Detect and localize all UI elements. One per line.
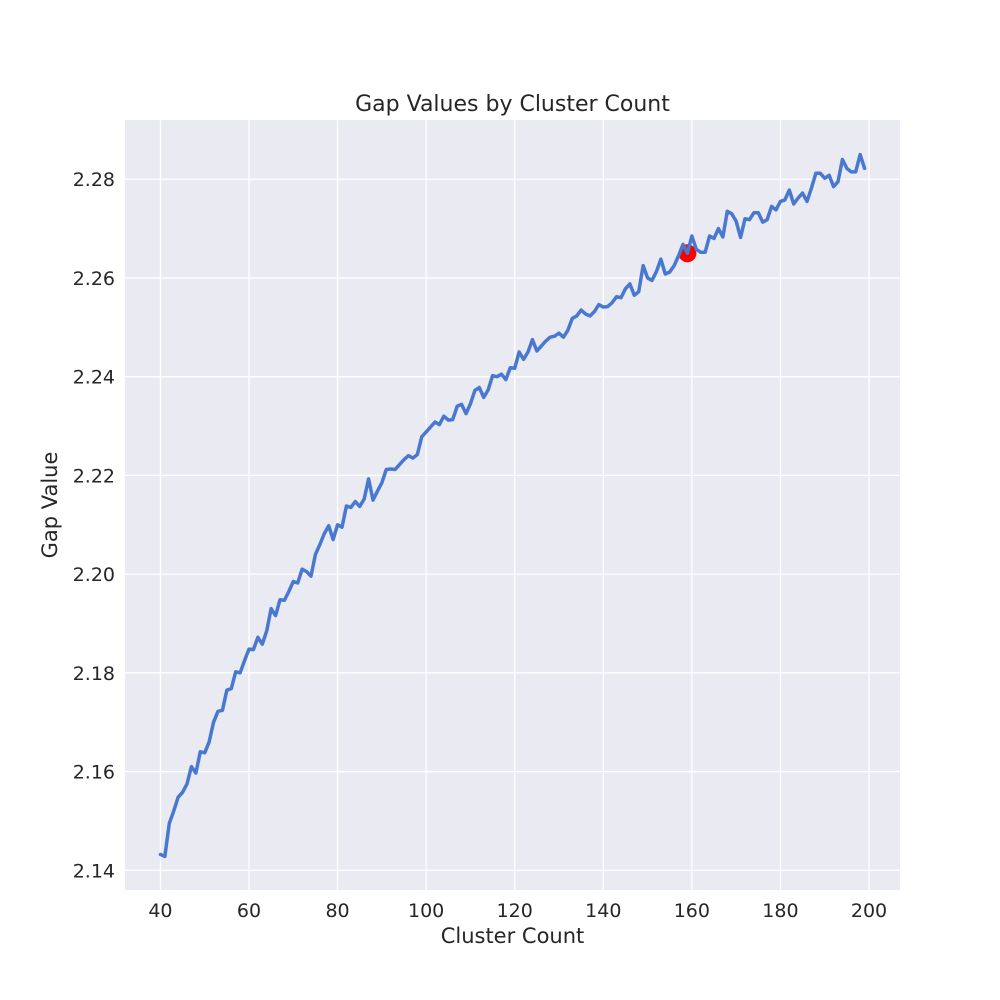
y-tick-label: 2.28 — [73, 169, 115, 191]
y-tick-label: 2.26 — [73, 268, 115, 290]
y-tick-label: 2.20 — [73, 564, 115, 586]
y-tick-label: 2.14 — [73, 860, 115, 882]
series-line — [158, 152, 867, 859]
chart-title: Gap Values by Cluster Count — [355, 92, 670, 117]
x-axis-label: Cluster Count — [441, 924, 585, 948]
x-tick-label: 120 — [497, 900, 533, 922]
x-tick-label: 100 — [408, 900, 444, 922]
plot-area — [125, 120, 900, 890]
y-axis-label: Gap Value — [38, 452, 62, 559]
x-tick-label: 80 — [325, 900, 349, 922]
gridlines — [125, 120, 900, 890]
x-tick-label: 140 — [585, 900, 621, 922]
y-tick-label: 2.18 — [73, 663, 115, 685]
x-tick-label: 160 — [674, 900, 710, 922]
series-layer — [158, 152, 867, 859]
y-tick-label: 2.16 — [73, 762, 115, 784]
x-tick-label: 180 — [762, 900, 798, 922]
x-tick-label: 40 — [148, 900, 172, 922]
y-tick-label: 2.24 — [73, 367, 115, 389]
x-tick-label: 200 — [851, 900, 887, 922]
y-axis-ticks: 2.14 2.16 2.18 2.20 2.22 2.24 2.26 2.28 — [73, 169, 115, 882]
x-axis-ticks: 40 60 80 100 120 140 160 180 200 — [148, 900, 887, 922]
y-tick-label: 2.22 — [73, 465, 115, 487]
x-tick-label: 60 — [237, 900, 261, 922]
